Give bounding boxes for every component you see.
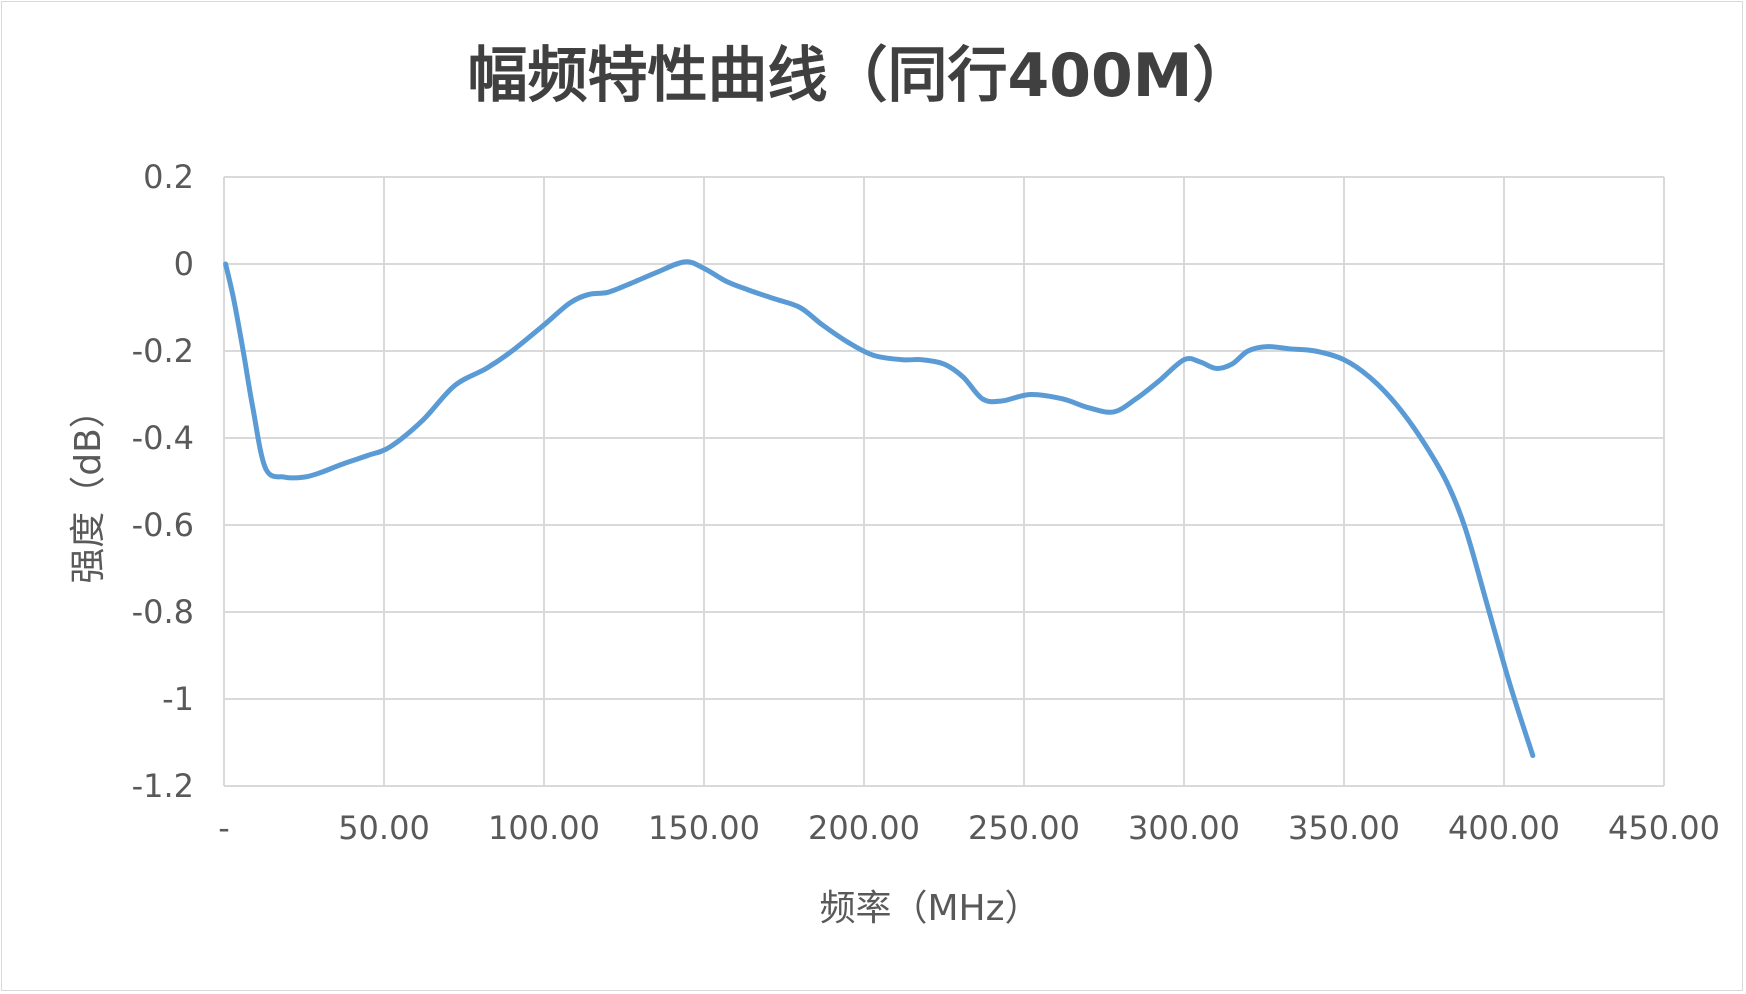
y-axis-title: 强度（dB） xyxy=(68,392,109,584)
series-group xyxy=(223,259,1536,759)
x-tick-label: 200.00 xyxy=(808,809,920,847)
x-tick-label: 300.00 xyxy=(1128,809,1240,847)
x-tick-label: 450.00 xyxy=(1608,809,1720,847)
chart-title: 幅频特性曲线（同行400M） xyxy=(468,41,1253,111)
series-line-0 xyxy=(223,259,1536,759)
x-axis-title: 频率（MHz） xyxy=(819,888,1040,929)
x-tick-label: - xyxy=(218,809,230,847)
y-tick-label: -1.2 xyxy=(132,767,194,805)
y-tick-label: -0.4 xyxy=(132,419,194,457)
x-tick-label: 100.00 xyxy=(488,809,600,847)
x-tick-label: 50.00 xyxy=(338,809,430,847)
x-tick-label: 350.00 xyxy=(1288,809,1400,847)
x-tick-label: 150.00 xyxy=(648,809,760,847)
y-tick-label: 0 xyxy=(174,245,194,283)
x-tick-label: 250.00 xyxy=(968,809,1080,847)
y-tick-label: -0.2 xyxy=(132,332,194,370)
y-tick-label: -0.6 xyxy=(132,506,194,544)
x-tick-label: 400.00 xyxy=(1448,809,1560,847)
y-tick-label: 0.2 xyxy=(143,158,194,196)
y-tick-label: -0.8 xyxy=(132,593,194,631)
gridlines xyxy=(223,176,1665,787)
x-tick-labels: - 50.00 100.00 150.00 200.00 250.00 300.00 350.… xyxy=(218,809,1720,847)
y-tick-labels: 0.2 0 -0.2 -0.4 -0.6 -0.8 -1 -1.2 xyxy=(132,158,194,805)
y-tick-label: -1 xyxy=(162,680,194,718)
